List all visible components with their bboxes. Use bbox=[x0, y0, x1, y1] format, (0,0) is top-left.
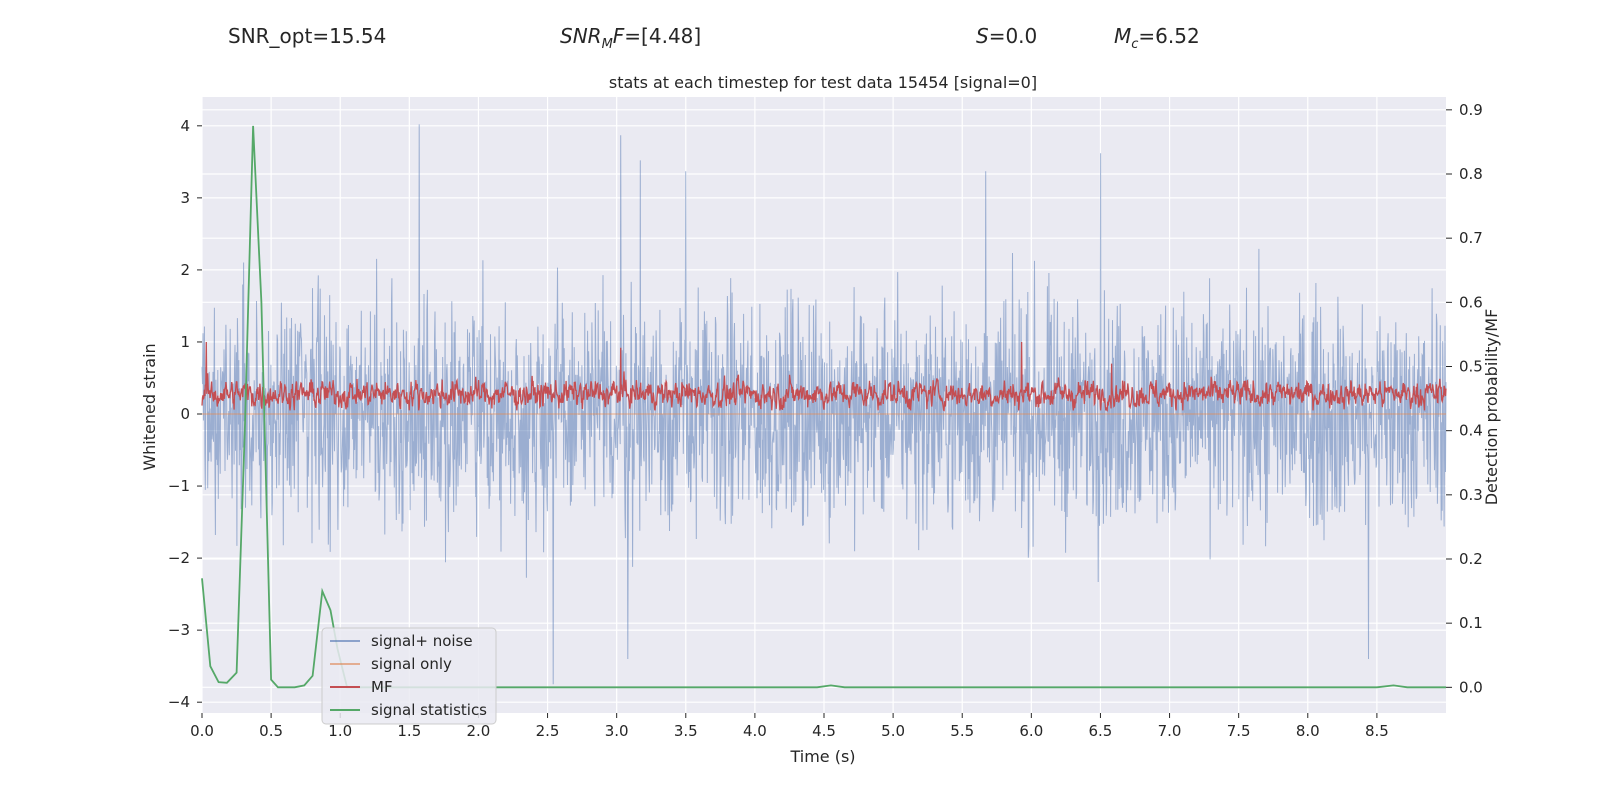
y-tick-label: −3 bbox=[168, 621, 190, 639]
legend-label-signal-only: signal only bbox=[371, 655, 452, 673]
x-tick-label: 5.0 bbox=[881, 722, 905, 740]
mc-label: Mc=6.52 bbox=[1114, 24, 1200, 52]
legend-box bbox=[321, 627, 497, 725]
y2-axis-label: Detection probability/MF bbox=[1482, 309, 1501, 506]
legend: signal+ noise signal only MF signal stat… bbox=[321, 627, 497, 725]
y2-tick-label: 0.1 bbox=[1459, 614, 1483, 632]
x-axis-label: Time (s) bbox=[789, 747, 855, 766]
y-tick-label: 4 bbox=[180, 117, 190, 135]
x-tick-label: 4.0 bbox=[743, 722, 767, 740]
x-tick-label: 3.0 bbox=[605, 722, 629, 740]
x-tick-label: 2.5 bbox=[536, 722, 560, 740]
x-tick-label: 6.0 bbox=[1019, 722, 1043, 740]
snr-mf-label: SNRMF=[4.48] bbox=[560, 24, 702, 52]
x-tick-label: 1.0 bbox=[328, 722, 352, 740]
y-tick-label: 1 bbox=[180, 333, 190, 351]
y-tick-label: 3 bbox=[180, 189, 190, 207]
y2-tick-label: 0.4 bbox=[1459, 422, 1483, 440]
x-tick-label: 7.5 bbox=[1227, 722, 1251, 740]
y2-tick-label: 0.9 bbox=[1459, 101, 1483, 119]
y-tick-label: −2 bbox=[168, 549, 190, 567]
s-label: S=0.0 bbox=[976, 24, 1038, 48]
y2-axis-ticks: 0.0 0.1 0.2 0.3 0.4 0.5 0.6 0.7 0.8 0.9 bbox=[1446, 101, 1483, 696]
y-tick-label: 0 bbox=[180, 405, 190, 423]
x-axis-ticks: 0.0 0.5 1.0 1.5 2.0 2.5 3.0 3.5 4.0 4.5 5.0 5.5 6.0 6… bbox=[190, 713, 1389, 740]
y2-tick-label: 0.5 bbox=[1459, 358, 1483, 376]
x-tick-label: 7.0 bbox=[1158, 722, 1182, 740]
x-tick-label: 4.5 bbox=[812, 722, 836, 740]
x-tick-label: 6.5 bbox=[1089, 722, 1113, 740]
y2-tick-label: 0.0 bbox=[1459, 678, 1483, 696]
series-mf bbox=[201, 341, 1447, 412]
x-tick-label: 5.5 bbox=[950, 722, 974, 740]
y2-tick-label: 0.2 bbox=[1459, 550, 1483, 568]
legend-label-signal-statistics: signal statistics bbox=[371, 701, 487, 719]
y-tick-label: 2 bbox=[180, 261, 190, 279]
x-tick-label: 8.0 bbox=[1296, 722, 1320, 740]
y-tick-label: −1 bbox=[168, 477, 190, 495]
x-tick-label: 8.5 bbox=[1365, 722, 1389, 740]
chart-title: stats at each timestep for test data 154… bbox=[609, 73, 1037, 92]
legend-label-signal-noise: signal+ noise bbox=[371, 632, 473, 650]
y2-tick-label: 0.6 bbox=[1459, 293, 1483, 311]
y-tick-label: −4 bbox=[168, 693, 190, 711]
x-tick-label: 1.5 bbox=[397, 722, 421, 740]
x-tick-label: 2.0 bbox=[467, 722, 491, 740]
y2-tick-label: 0.7 bbox=[1459, 229, 1483, 247]
legend-label-mf: MF bbox=[371, 678, 393, 696]
snr-opt-label: SNR_opt=15.54 bbox=[228, 24, 387, 48]
y2-tick-label: 0.8 bbox=[1459, 165, 1483, 183]
y-axis-label: Whitened strain bbox=[140, 343, 159, 470]
mf-line bbox=[201, 341, 1447, 412]
x-tick-label: 0.5 bbox=[259, 722, 283, 740]
y2-tick-label: 0.3 bbox=[1459, 486, 1483, 504]
x-tick-label: 3.5 bbox=[674, 722, 698, 740]
x-tick-label: 0.0 bbox=[190, 722, 214, 740]
y-axis-ticks: −4 −3 −2 −1 0 1 2 3 4 bbox=[168, 117, 202, 711]
